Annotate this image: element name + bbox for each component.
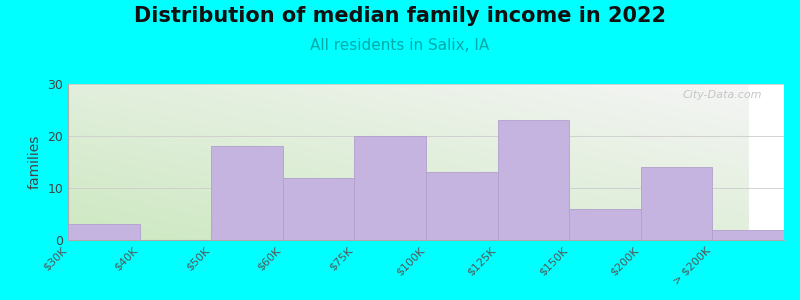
Bar [426,172,498,240]
Bar [354,136,426,240]
Bar [498,120,570,240]
Text: All residents in Salix, IA: All residents in Salix, IA [310,38,490,52]
Text: City-Data.com: City-Data.com [683,90,762,100]
Text: Distribution of median family income in 2022: Distribution of median family income in … [134,6,666,26]
Y-axis label: families: families [28,135,42,189]
Bar [641,167,713,240]
Bar [570,209,641,240]
Bar [211,146,283,240]
Bar [713,230,784,240]
Bar [283,178,354,240]
Bar [68,224,140,240]
